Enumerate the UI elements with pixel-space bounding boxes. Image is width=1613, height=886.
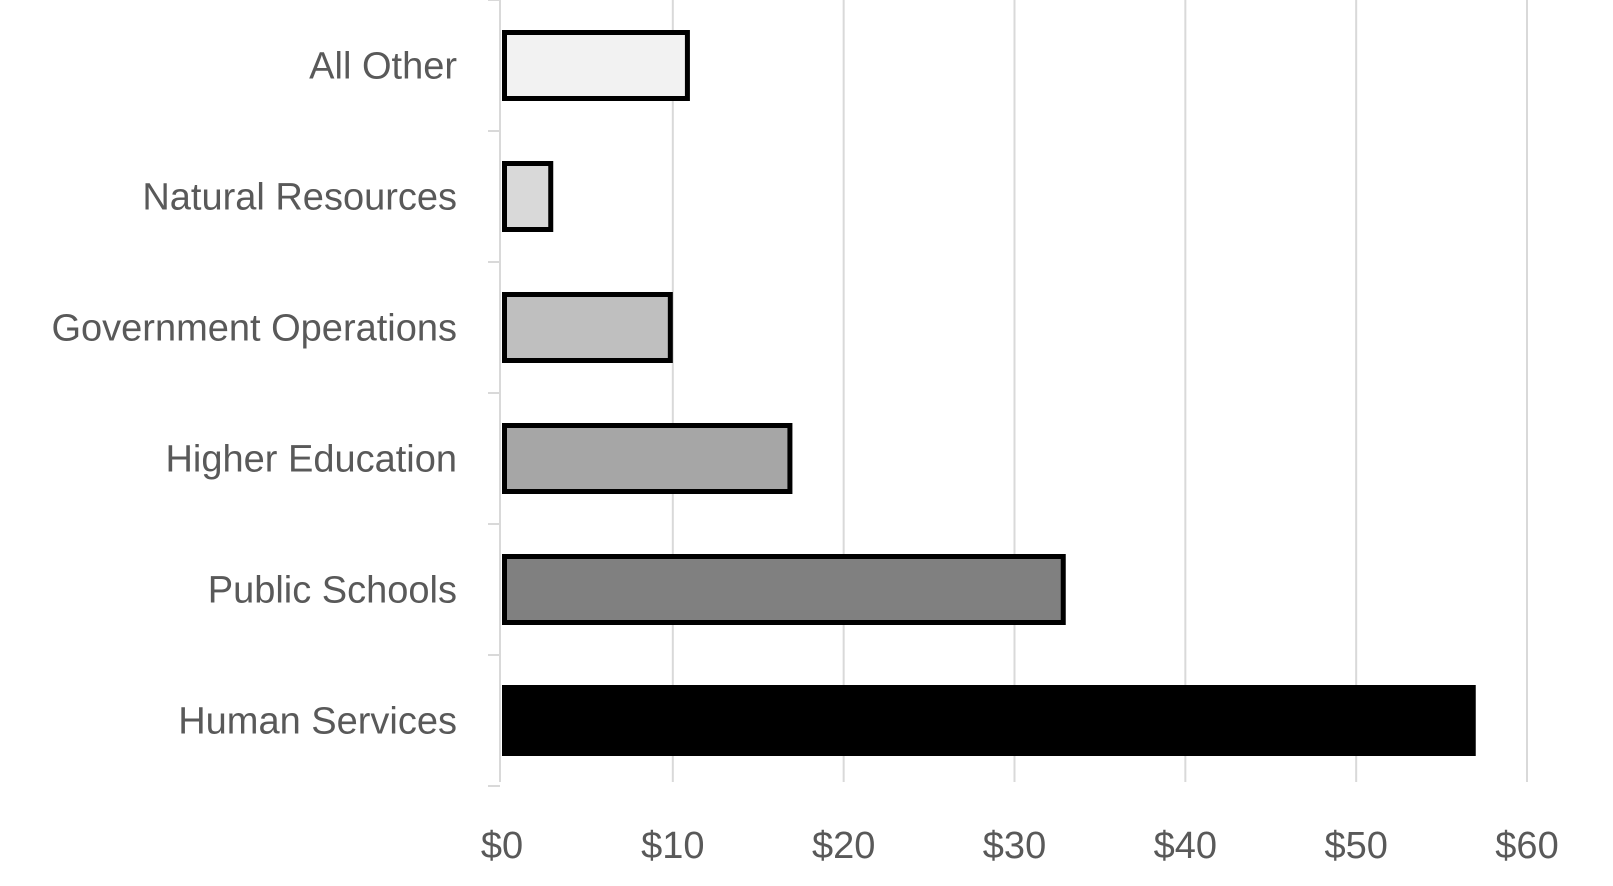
x-tick-label: $60 xyxy=(1495,825,1558,867)
bar xyxy=(502,292,673,363)
category-label: Natural Resources xyxy=(142,177,457,219)
bar xyxy=(502,30,690,101)
bar xyxy=(502,685,1476,756)
category-label: Government Operations xyxy=(51,308,457,350)
category-label: Public Schools xyxy=(208,570,457,612)
x-tick-label: $40 xyxy=(1154,825,1217,867)
x-tick-label: $20 xyxy=(812,825,875,867)
category-label: All Other xyxy=(309,46,457,88)
gridlines xyxy=(488,0,1528,787)
category-label: Higher Education xyxy=(165,439,457,481)
category-labels: All Other Natural Resources Government Ope… xyxy=(51,46,457,743)
bar xyxy=(502,423,793,494)
x-tick-label: $10 xyxy=(641,825,704,867)
bars xyxy=(502,30,1476,756)
category-label: Human Services xyxy=(178,701,457,743)
bar xyxy=(502,161,554,232)
bar xyxy=(502,554,1066,625)
x-tick-label: $30 xyxy=(983,825,1046,867)
x-tick-labels: $0 $10 $20 $30 $40 $50 $60 xyxy=(481,825,1559,867)
x-tick-label: $50 xyxy=(1324,825,1387,867)
x-tick-label: $0 xyxy=(481,825,523,867)
